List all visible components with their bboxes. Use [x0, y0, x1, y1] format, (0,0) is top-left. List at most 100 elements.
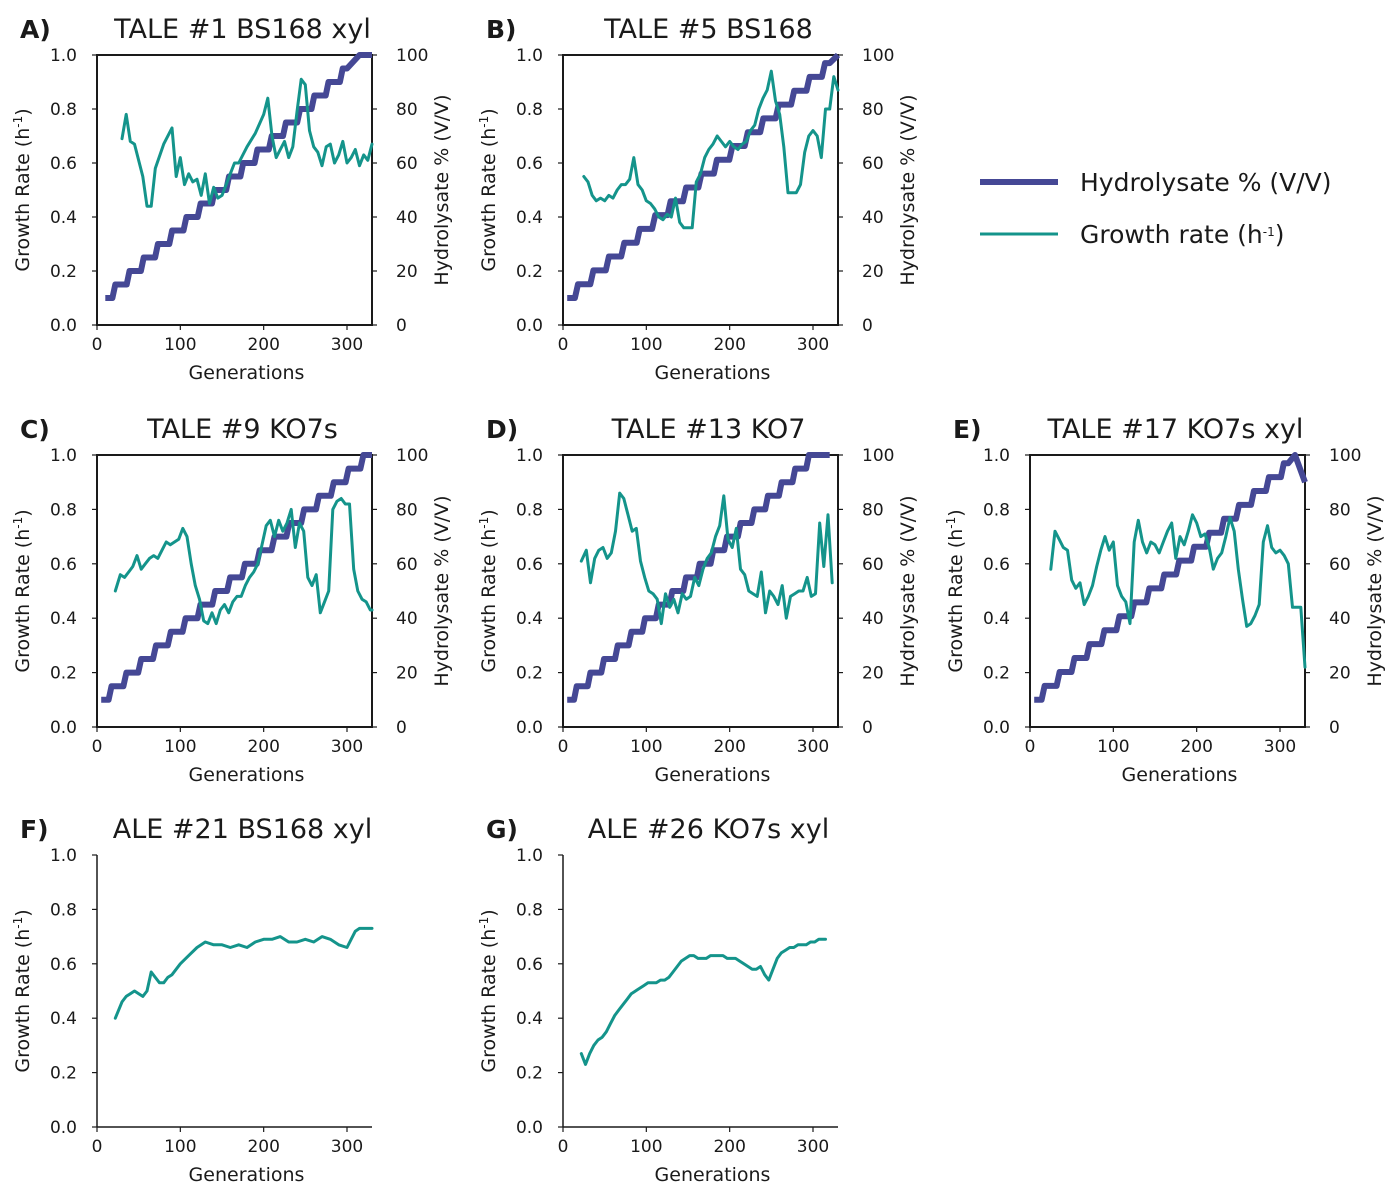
y2-tick-label: 40 — [862, 208, 884, 228]
chart-panel-3: 0 100 200 300 0.0 0.2 0.4 0.6 0.8 1.0 0 20 40 60 80 100… — [11, 414, 453, 786]
y2-tick-label: 60 — [1329, 555, 1351, 575]
x-tick-label: 0 — [1025, 737, 1036, 757]
x-axis-label: Generations — [189, 1164, 305, 1186]
x-tick-label: 0 — [92, 1137, 103, 1157]
y2-tick-label: 100 — [862, 46, 894, 66]
y-tick-label: 0.0 — [983, 718, 1010, 738]
growth-rate-series-line — [120, 77, 374, 208]
x-tick-label: 100 — [164, 737, 196, 757]
plot-frame — [1029, 454, 1306, 728]
y-axis-label: Growth Rate (h-1) — [11, 509, 34, 672]
y-tick-label: 1.0 — [983, 446, 1010, 466]
y2-tick-label: 80 — [862, 500, 884, 520]
y-axis-label: Growth Rate (h-1) — [477, 509, 500, 672]
hydrolysate-series-line — [1034, 452, 1308, 703]
y2-tick-label: 0 — [1329, 718, 1340, 738]
x-axis-label: Generations — [655, 1164, 771, 1186]
x-tick-label: 0 — [92, 335, 103, 355]
legend: Hydrolysate % (V/V) Growth rate (h-1) — [980, 168, 1332, 249]
x-tick-label: 100 — [164, 1137, 196, 1157]
plot-frame — [562, 54, 839, 326]
y-tick-label: 0.4 — [516, 208, 543, 228]
x-tick-label: 0 — [92, 737, 103, 757]
x-tick-label: 300 — [797, 1137, 829, 1157]
y-tick-label: 1.0 — [516, 846, 543, 866]
y2-tick-label: 20 — [396, 664, 418, 684]
chart-panel-2: 0 100 200 300 0.0 0.2 0.4 0.6 0.8 1.0 0 20 40 60 80 100… — [477, 14, 919, 384]
y-tick-label: 0.4 — [50, 208, 77, 228]
panel-letter: B) — [486, 15, 516, 44]
hydrolysate-series-line — [105, 52, 372, 301]
panel-letter: C) — [20, 415, 50, 444]
y2-axis-label: Hydrolysate % (V/V) — [897, 495, 919, 686]
panel-title: TALE #17 KO7s xyl — [1047, 414, 1304, 445]
chart-panel-5: 0 100 200 300 0.0 0.2 0.4 0.6 0.8 1.0 0 20 40 60 80 100… — [944, 414, 1386, 786]
y2-tick-label: 60 — [396, 555, 418, 575]
panel-title: ALE #21 BS168 xyl — [113, 814, 372, 845]
y2-tick-label: 0 — [862, 718, 873, 738]
y-tick-label: 0.6 — [50, 955, 77, 975]
y-tick-label: 0.0 — [516, 316, 543, 336]
growth-rate-series-line — [579, 937, 827, 1066]
y2-tick-label: 0 — [396, 718, 407, 738]
panel-letter: F) — [20, 815, 49, 844]
chart-panel-4: 0 100 200 300 0.0 0.2 0.4 0.6 0.8 1.0 0 20 40 60 80 100… — [477, 414, 919, 786]
chart-panel-1: 0 100 200 300 0.0 0.2 0.4 0.6 0.8 1.0 0 20 40 60 80 100… — [11, 14, 453, 384]
y-tick-label: 0.2 — [516, 1064, 543, 1084]
panel-title: TALE #1 BS168 xyl — [113, 14, 371, 45]
x-tick-label: 100 — [630, 1137, 662, 1157]
y2-tick-label: 60 — [862, 154, 884, 174]
y2-tick-label: 20 — [1329, 664, 1351, 684]
y-tick-label: 0.2 — [50, 664, 77, 684]
y2-tick-label: 0 — [862, 316, 873, 336]
y-axis-label: Growth Rate (h-1) — [944, 509, 967, 672]
y-axis-label: Growth Rate (h-1) — [477, 909, 500, 1072]
x-tick-label: 300 — [1264, 737, 1296, 757]
panel-title: TALE #5 BS168 — [603, 14, 813, 45]
chart-panel-6: 0 100 200 300 0.0 0.2 0.4 0.6 0.8 1.0 Generations G… — [11, 814, 374, 1186]
y-tick-label: 1.0 — [516, 46, 543, 66]
y2-tick-label: 40 — [396, 208, 418, 228]
y2-tick-label: 40 — [862, 609, 884, 629]
plot-frame — [97, 855, 372, 1127]
y2-tick-label: 100 — [396, 446, 428, 466]
y2-tick-label: 80 — [396, 500, 418, 520]
x-tick-label: 200 — [247, 335, 279, 355]
x-tick-label: 300 — [331, 737, 363, 757]
x-tick-label: 200 — [247, 737, 279, 757]
y2-axis-label: Hydrolysate % (V/V) — [431, 94, 453, 285]
y-axis-label: Growth Rate (h-1) — [477, 108, 500, 271]
growth-rate-series-line — [113, 497, 374, 626]
y-axis-label: Growth Rate (h-1) — [11, 909, 34, 1072]
x-tick-label: 200 — [247, 1137, 279, 1157]
y2-tick-label: 80 — [862, 100, 884, 120]
y-tick-label: 0.2 — [983, 664, 1010, 684]
panel-letter: D) — [486, 415, 518, 444]
y-tick-label: 0.2 — [50, 262, 77, 282]
y-tick-label: 0.0 — [516, 718, 543, 738]
y2-tick-label: 20 — [396, 262, 418, 282]
y2-tick-label: 20 — [862, 664, 884, 684]
plot-frame — [96, 454, 373, 728]
y-tick-label: 0.6 — [516, 154, 543, 174]
y-tick-label: 0.8 — [516, 900, 543, 920]
y2-tick-label: 80 — [396, 100, 418, 120]
x-tick-label: 200 — [713, 335, 745, 355]
panel-letter: G) — [486, 815, 518, 844]
y-tick-label: 0.4 — [50, 1009, 77, 1029]
panel-letter: A) — [20, 15, 51, 44]
hydrolysate-series-line — [567, 452, 830, 703]
chart-panel-7: 0 100 200 300 0.0 0.2 0.4 0.6 0.8 1.0 Generations G… — [477, 814, 838, 1186]
y-tick-label: 0.8 — [50, 100, 77, 120]
x-tick-label: 0 — [558, 737, 569, 757]
y-tick-label: 0.0 — [50, 316, 77, 336]
x-tick-label: 200 — [713, 1137, 745, 1157]
y-tick-label: 0.0 — [50, 1118, 77, 1138]
panel-title: ALE #26 KO7s xyl — [588, 814, 829, 845]
y-tick-label: 0.8 — [516, 100, 543, 120]
chart-panels: 0 100 200 3000.00.20.40.60.81.0020406080100… — [11, 14, 1386, 1186]
y-tick-label: 0.6 — [983, 555, 1010, 575]
y-tick-label: 0.4 — [50, 609, 77, 629]
y-tick-label: 0.0 — [50, 718, 77, 738]
y-tick-label: 1.0 — [516, 446, 543, 466]
